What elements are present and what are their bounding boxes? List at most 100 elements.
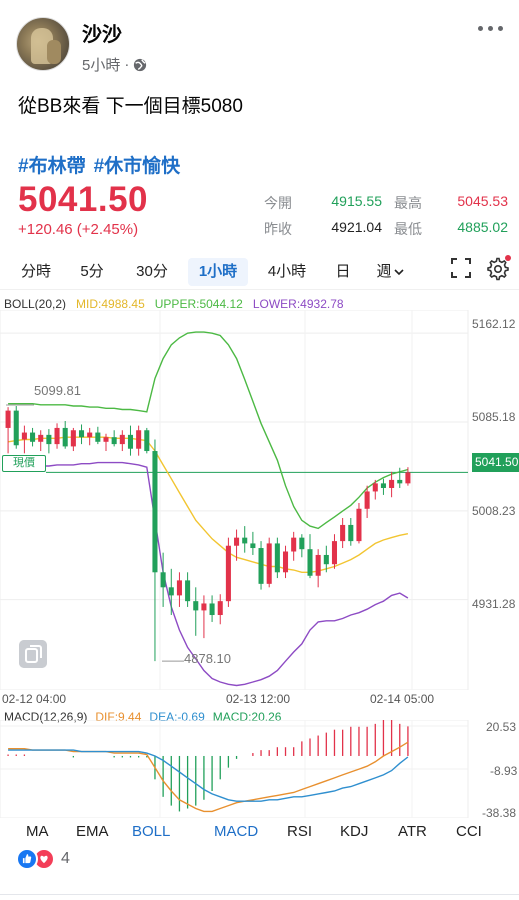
copy-icon[interactable]: [19, 640, 47, 668]
candle: [78, 424, 85, 445]
candle-body: [331, 541, 338, 565]
boll-lower-line: [7, 461, 409, 687]
tab-timeframe[interactable]: 日: [335, 263, 351, 280]
tab-indicator-macd[interactable]: MACD: [214, 823, 259, 840]
candle-body: [209, 603, 215, 616]
candle: [201, 595, 207, 639]
candle-body: [315, 554, 321, 576]
candle: [242, 526, 248, 553]
quote-stats: 今開 4915.55 最高 5045.53 昨收 4921.04 最低 4885…: [264, 193, 514, 245]
candle-body: [119, 434, 125, 445]
candle-body: [95, 432, 101, 442]
candle-body: [185, 580, 191, 602]
price-axis-label: 4931.28: [472, 597, 516, 611]
candle: [168, 568, 174, 616]
reaction-count: 4: [61, 850, 70, 867]
tab-indicator-ma[interactable]: MA: [26, 823, 49, 840]
candle: [250, 531, 256, 555]
candle-body: [356, 508, 362, 542]
price-change: +120.46 (+2.45%): [18, 221, 139, 238]
current-price: 5041.50: [18, 180, 149, 219]
candle-body: [46, 434, 52, 445]
candle: [127, 425, 134, 456]
tab-timeframe[interactable]: 5分: [80, 263, 104, 280]
candle-body: [307, 549, 313, 576]
macd-chart[interactable]: [0, 720, 519, 818]
gear-icon[interactable]: [486, 257, 510, 281]
tab-timeframe[interactable]: 分時: [20, 263, 51, 280]
prev-close-label: 昨收: [264, 221, 292, 237]
candle: [364, 485, 370, 519]
candle: [389, 471, 395, 498]
candle: [405, 467, 411, 486]
tab-timeframe[interactable]: 30分: [136, 263, 168, 280]
tab-indicator-cci[interactable]: CCI: [456, 823, 482, 840]
candle-body: [111, 437, 117, 445]
chart-frame: [0, 310, 469, 690]
tab-indicator-rsi[interactable]: RSI: [287, 823, 313, 840]
avatar[interactable]: [16, 17, 70, 71]
candle-body: [160, 572, 166, 588]
boll-legend: BOLL(20,2) MID:4988.45 UPPER:5044.12 LOW…: [4, 297, 344, 311]
high-marker-label: 5099.81: [34, 383, 81, 398]
candle-body: [70, 430, 76, 447]
candle: [136, 425, 142, 456]
boll-upper: UPPER:5044.12: [154, 297, 243, 311]
candle: [323, 545, 329, 573]
candle-body: [62, 427, 68, 447]
candle: [348, 518, 354, 546]
post-meta: 5小時 ·: [82, 54, 147, 75]
heart-icon: [33, 848, 55, 870]
high-label: 最高: [394, 195, 422, 211]
timeframe-label: 週: [376, 263, 392, 280]
candle: [103, 433, 109, 452]
hashtag-link[interactable]: #休市愉快: [93, 156, 181, 177]
tab-indicator-boll[interactable]: BOLL: [132, 823, 171, 840]
candle-body: [103, 437, 109, 442]
candle-body: [201, 603, 207, 611]
current-price-tag: 現價: [2, 455, 46, 472]
hashtag-link[interactable]: #布林帶: [18, 156, 86, 177]
more-options-icon[interactable]: [475, 22, 505, 34]
candle-body: [38, 434, 44, 442]
candle: [225, 537, 231, 607]
tab-indicator-kdj[interactable]: KDJ: [340, 823, 369, 840]
tab-indicator-ema[interactable]: EMA: [76, 823, 109, 840]
candle: [266, 537, 272, 588]
price-axis-label: 5162.12: [472, 317, 516, 331]
timeframe-bar: 分時 5分 30分 1小時 4小時 日 週: [0, 250, 519, 290]
meta-separator: ·: [124, 56, 130, 73]
candle: [274, 537, 280, 579]
candle: [95, 426, 101, 445]
candle: [176, 572, 182, 607]
time-axis-label: 02-14 05:00: [370, 692, 435, 706]
post-time[interactable]: 5小時: [82, 57, 121, 74]
prev-close-value: 4921.04: [331, 219, 382, 235]
tab-timeframe[interactable]: 4小時: [267, 263, 307, 280]
tab-timeframe-active[interactable]: 1小時: [188, 258, 248, 286]
candle: [185, 572, 191, 607]
candle-body: [87, 432, 93, 438]
candle: [380, 478, 386, 495]
boll-name: BOLL(20,2): [4, 297, 67, 311]
open-label: 今開: [264, 195, 292, 211]
candlestick-chart[interactable]: [0, 310, 519, 690]
reactions[interactable]: 4: [16, 848, 70, 870]
macd-dea-line: [8, 749, 409, 802]
candle: [282, 545, 289, 579]
candle: [119, 430, 125, 452]
candle-body: [258, 548, 264, 584]
tab-timeframe-dropdown[interactable]: 週: [370, 258, 410, 286]
author-name[interactable]: 沙沙: [82, 24, 122, 46]
tab-indicator-atr[interactable]: ATR: [398, 823, 427, 840]
candle: [397, 467, 403, 488]
candle-body: [144, 430, 150, 452]
candle-body: [380, 483, 386, 488]
candle-body: [372, 483, 378, 492]
candle: [38, 430, 44, 452]
candle: [372, 479, 378, 500]
candle-body: [364, 491, 370, 509]
fullscreen-icon[interactable]: [451, 258, 471, 278]
candle-body: [340, 524, 346, 542]
candle-body: [348, 524, 354, 542]
